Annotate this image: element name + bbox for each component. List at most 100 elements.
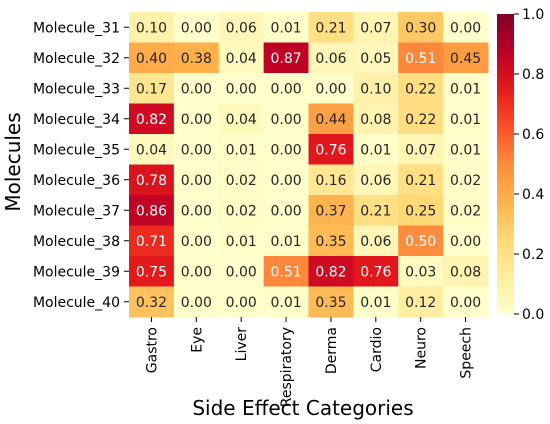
cell-value-label: 0.00 [181,234,212,250]
heatmap-cell [173,164,220,196]
heatmap-cell [263,256,309,287]
cell-value-label: 0.16 [315,173,346,189]
heatmap-cell [353,103,399,135]
heatmap-cell [218,103,265,135]
x-axis-ticks: Gastro Eye Liver Respiratory Derma Cardio Neur… [144,317,475,407]
heatmap-cell [218,42,265,74]
cell-value-label: 0.06 [315,51,346,67]
cell-value-label: 0.01 [360,142,391,158]
heatmap-cell [308,103,354,135]
cell-value-label: 0.00 [181,142,212,158]
heatmap-cell-labels: 0.10 0.00 0.06 0.01 0.21 0.07 0.30 0.00 0.40 0.38… [136,20,481,311]
heatmap-cell [443,164,489,196]
heatmap-cell [443,256,489,287]
heatmap-cell [443,12,489,43]
y-tick-label: Molecule_35 [33,142,120,158]
y-tick-label: Molecule_38 [33,234,120,250]
cell-value-label: 0.51 [270,264,301,280]
x-tick-label: Neuro [414,327,430,369]
x-tick-label: Derma [324,327,340,374]
heatmap-cell [173,256,220,287]
heatmap-cell [263,134,309,165]
cell-value-label: 0.50 [405,234,436,250]
heatmap-cell [173,134,220,165]
heatmap-cell [308,225,354,257]
cell-value-label: 0.06 [360,234,391,250]
cell-value-label: 0.45 [450,51,481,67]
heatmap-cell [263,286,309,318]
cell-value-label: 0.10 [136,20,167,36]
heatmap-cell [173,195,220,226]
heatmap-cell [173,225,220,257]
cell-value-label: 0.22 [405,81,436,97]
heatmap-cell [443,134,489,165]
cell-value-label: 0.08 [360,112,391,128]
cell-value-label: 0.82 [136,112,167,128]
heatmap-cells [129,12,489,318]
cell-value-label: 0.01 [450,142,481,158]
cell-value-label: 0.07 [360,20,391,36]
x-tick-label: Eye [189,327,205,353]
cell-value-label: 0.86 [136,203,167,219]
heatmap-cell [129,134,175,165]
heatmap-cell [218,73,265,104]
cell-value-label: 0.02 [450,203,481,219]
cell-value-label: 0.01 [270,20,301,36]
colorbar-tick-label: 0.8 [522,67,544,83]
cell-value-label: 0.00 [450,234,481,250]
cell-value-label: 0.76 [315,142,346,158]
colorbar-tick-label: 0.2 [522,247,544,263]
heatmap-cell [308,164,354,196]
heatmap-cell [308,286,354,318]
heatmap-cell [443,73,489,104]
cell-value-label: 0.30 [405,20,436,36]
heatmap-cell [353,225,399,257]
heatmap-cell [443,42,489,74]
heatmap-cell [218,134,265,165]
cell-value-label: 0.00 [181,81,212,97]
heatmap-cell [308,42,354,74]
cell-value-label: 0.04 [226,51,257,67]
heatmap-cell [308,12,354,43]
cell-value-label: 0.00 [450,20,481,36]
heatmap-cell [129,42,175,74]
cell-value-label: 0.00 [181,173,212,189]
cell-value-label: 0.01 [270,234,301,250]
heatmap-cell [443,286,489,318]
x-tick-label: Liver [234,327,250,362]
heatmap-cell [398,195,444,226]
heatmap-cell [129,286,175,318]
heatmap-cell [398,286,444,318]
heatmap-cell [218,225,265,257]
y-tick-label: Molecule_37 [33,203,120,219]
cell-value-label: 0.38 [181,51,212,67]
heatmap-cell [263,42,309,74]
heatmap-cell [129,225,175,257]
colorbar-tick-label: 1.0 [522,7,544,23]
colorbar-ticks: 0.0 0.2 0.4 0.6 0.8 1.0 [514,7,544,323]
cell-value-label: 0.21 [315,20,346,36]
cell-value-label: 0.00 [270,112,301,128]
cell-value-label: 0.12 [405,295,436,311]
cell-value-label: 0.01 [226,234,257,250]
cell-value-label: 0.00 [450,295,481,311]
heatmap-cell [353,134,399,165]
heatmap-cell [398,73,444,104]
cell-value-label: 0.35 [315,234,346,250]
y-tick-label: Molecule_31 [33,20,120,36]
heatmap-cell [129,195,175,226]
heatmap-cell [263,164,309,196]
x-tick-label: Speech [459,327,475,379]
heatmap-cell [353,286,399,318]
heatmap-cell [353,42,399,74]
cell-value-label: 0.00 [270,81,301,97]
y-axis-label: Molecules [1,112,25,211]
cell-value-label: 0.07 [405,142,436,158]
cell-value-label: 0.01 [450,112,481,128]
heatmap-cell [443,195,489,226]
cell-value-label: 0.01 [360,295,391,311]
heatmap-cell [353,73,399,104]
cell-value-label: 0.21 [405,173,436,189]
y-tick-label: Molecule_34 [33,112,120,128]
heatmap-cell [218,286,265,318]
